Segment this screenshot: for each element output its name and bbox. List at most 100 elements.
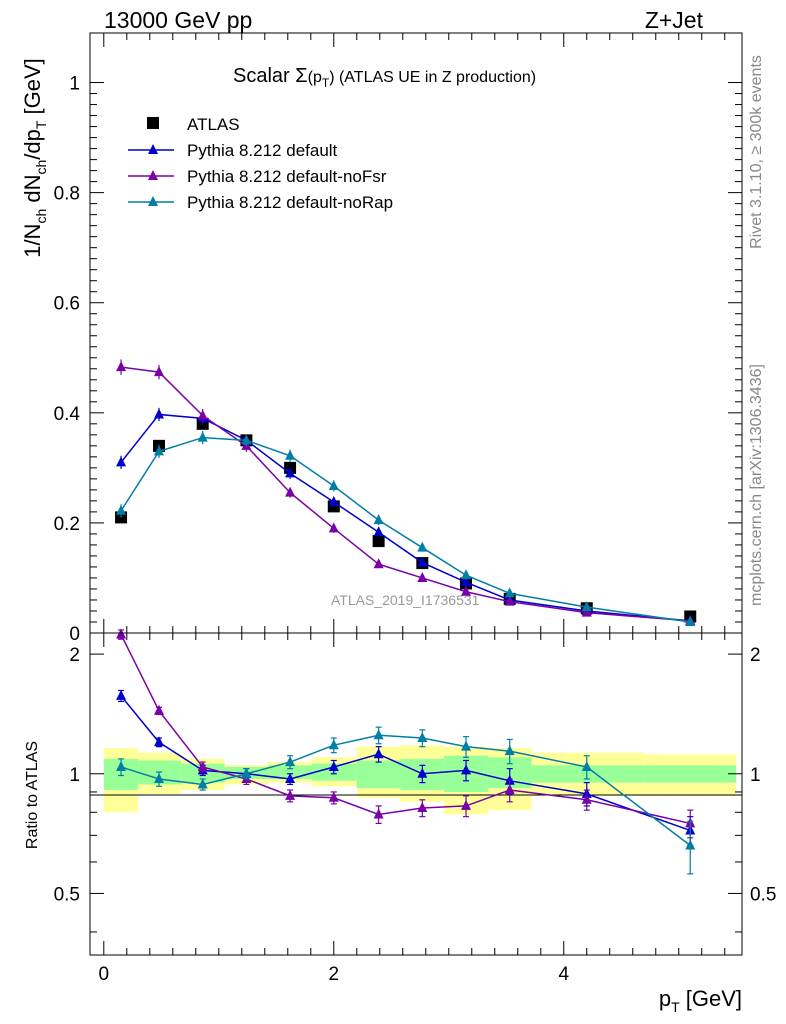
data-point-noFsr — [285, 486, 296, 497]
ylabel-c-sub: T — [33, 120, 49, 129]
data-point-noRap — [116, 504, 127, 515]
ratio-series-noFsr — [116, 628, 696, 839]
band-inner — [531, 765, 645, 783]
series-line-noRap — [120, 436, 691, 623]
data-point-default — [328, 495, 339, 506]
ratio-y-tick-label: 0.5 — [54, 884, 80, 905]
title-pre: Scalar — [233, 65, 295, 87]
title-sub: T — [322, 76, 330, 90]
side-label-rivet: Rivet 3.1.10, ≥ 300k events — [748, 55, 765, 249]
main-chart-title: Scalar Σ(pT) (ATLAS UE in Z production) — [233, 65, 536, 90]
data-point-noFsr — [373, 558, 384, 569]
ratio-point-noRap — [581, 760, 592, 771]
legend-marker-norap — [148, 196, 158, 206]
ratio-point-noFsr — [417, 802, 428, 813]
legend-label-default: Pythia 8.212 default — [187, 141, 338, 160]
main-axis-ticks — [90, 33, 742, 634]
ratio-point-noFsr — [197, 760, 208, 771]
title-paren-close: ) — [329, 69, 334, 86]
ratio-point-noRap — [197, 778, 208, 789]
ratio-point-noRap — [116, 760, 127, 771]
header-right: Z+Jet — [645, 7, 704, 33]
data-point-noFsr — [504, 595, 515, 606]
legend-marker-default — [148, 144, 158, 154]
series-line-default — [120, 413, 691, 622]
ylabel-a: 1/N — [20, 224, 45, 258]
legend: ATLAS Pythia 8.212 default Pythia 8.212 … — [128, 115, 393, 212]
main-y-tick-label: 0.4 — [54, 404, 81, 425]
ratio-point-noFsr — [328, 791, 339, 802]
ratio-y-axis-label: Ratio to ATLAS — [24, 741, 41, 849]
legend-label-atlas: ATLAS — [187, 115, 240, 134]
ratio-point-noFsr — [116, 628, 127, 639]
title-sigma: Σ — [295, 65, 307, 87]
main-y-tick-label: 0.2 — [54, 514, 80, 535]
ratio-point-noRap — [417, 732, 428, 743]
data-point-noFsr — [417, 571, 428, 582]
main-y-tick-label: 0 — [69, 624, 80, 645]
ratio-point-default — [153, 736, 164, 747]
ratio-point-default — [328, 760, 339, 771]
ratio-point-noFsr — [581, 793, 592, 804]
data-point-noRap — [197, 431, 208, 442]
ratio-point-noRap — [328, 739, 339, 750]
title-paren-open: (p — [308, 69, 322, 86]
xlabel-a: p — [659, 986, 671, 1011]
ratio-y-tick-label-right: 0.5 — [750, 884, 776, 905]
ratio-point-noFsr — [153, 704, 164, 715]
series-noFsr — [116, 359, 696, 625]
series-line-noFsr — [120, 366, 691, 622]
ratio-point-noRap — [285, 756, 296, 767]
ratio-frame — [89, 632, 743, 956]
main-y-tick-label: 1 — [69, 74, 80, 95]
ratio-point-noFsr — [504, 784, 515, 795]
legend-marker-nofsr — [148, 170, 158, 180]
legend-label-nofsr: Pythia 8.212 default-noFsr — [187, 167, 387, 186]
data-point-noFsr — [461, 585, 472, 596]
ratio-line-default — [120, 695, 691, 832]
ratio-point-noRap — [685, 839, 696, 850]
ratio-axis-ticks — [90, 633, 742, 955]
data-point-noRap — [417, 541, 428, 552]
data-point-data — [372, 535, 385, 548]
header-left: 13000 GeV pp — [104, 7, 252, 33]
band-inner — [644, 765, 737, 783]
data-point-default — [285, 467, 296, 478]
x-axis-label: pT [GeV] — [659, 986, 742, 1015]
data-point-noRap — [328, 480, 339, 491]
ratio-y-tick-label: 1 — [69, 765, 80, 786]
ratio-point-noRap — [153, 773, 164, 784]
x-tick-label: 2 — [328, 964, 339, 985]
ratio-line-noRap — [120, 734, 691, 847]
ratio-point-default — [285, 773, 296, 784]
ylabel-c: /dp — [20, 129, 45, 160]
side-label-mcplots: mcplots.cern.ch [arXiv:1306.3436] — [748, 364, 765, 606]
data-point-default — [373, 526, 384, 537]
data-point-default — [417, 556, 428, 567]
x-tick-labels: 0 2 4 — [99, 964, 570, 985]
ratio-point-noFsr — [461, 799, 472, 810]
data-point-default — [461, 576, 472, 587]
series-noRap — [116, 430, 696, 626]
data-point-noFsr — [153, 366, 164, 377]
data-point-noRap — [241, 434, 252, 445]
ratio-y-tick-label-right: 2 — [750, 645, 761, 666]
ratio-series-noRap — [116, 726, 696, 875]
ratio-y-tick-label: 2 — [69, 645, 80, 666]
xlabel-b: [GeV] — [680, 986, 742, 1011]
x-tick-label: 4 — [558, 964, 569, 985]
ylabel-d: [GeV] — [20, 58, 45, 120]
data-point-noRap — [373, 514, 384, 525]
main-panel: 00.20.40.60.81 Scalar Σ(pT) (ATLAS UE in… — [20, 32, 743, 645]
ylabel-b-sub: ch — [33, 160, 49, 175]
data-point-noRap — [504, 587, 515, 598]
ratio-series — [116, 628, 696, 875]
ratio-y-tick-label-right: 1 — [750, 765, 761, 786]
ratio-point-noFsr — [285, 789, 296, 800]
analysis-watermark: ATLAS_2019_I1736531 — [331, 592, 480, 608]
ratio-point-default — [373, 748, 384, 759]
ylabel-a-sub: ch — [33, 209, 49, 224]
data-point-default — [153, 408, 164, 419]
ratio-point-noFsr — [373, 808, 384, 819]
data-point-noFsr — [581, 606, 592, 617]
